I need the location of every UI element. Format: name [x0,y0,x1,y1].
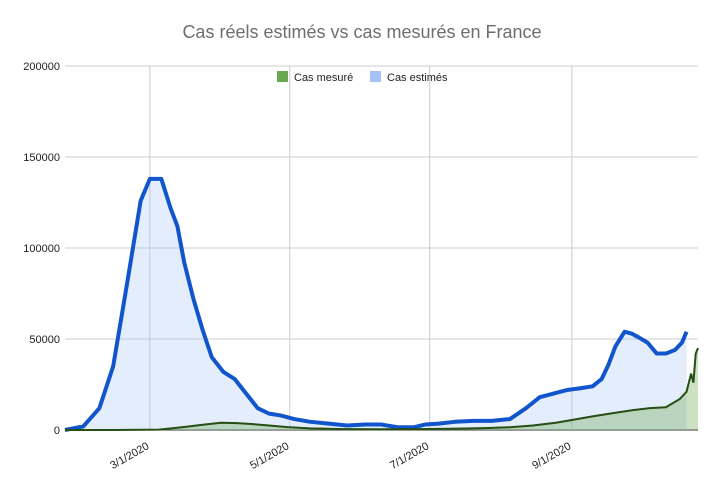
series-area-cas-mesure [65,348,698,430]
gridlines [65,65,698,431]
chart-title: Cas réels estimés vs cas mesurés en Fran… [182,22,541,42]
legend-swatch [277,71,288,82]
y-tick-label: 50000 [29,334,60,346]
x-tick-label: 9/1/2020 [530,440,573,472]
y-tick-label: 0 [54,425,60,437]
trend-line [64,176,689,432]
y-tick-label: 200000 [23,61,60,73]
legend-swatch [370,71,381,82]
x-axis-ticks: 3/1/2020 5/1/2020 7/1/2020 9/1/2020 [108,440,573,472]
y-tick-label: 100000 [23,243,60,255]
series-lines [64,176,699,432]
legend-label: Cas mesuré [294,72,353,84]
series-area-cas-estimes [65,178,687,430]
series-areas [65,178,698,430]
legend-label: Cas estimés [387,72,448,84]
legend: Cas mesuré Cas estimés [277,71,448,84]
y-tick-label: 150000 [23,152,60,164]
x-tick-label: 7/1/2020 [388,440,431,472]
x-tick-label: 3/1/2020 [108,440,151,472]
y-axis-ticks: 0 50000 100000 150000 200000 [23,61,60,437]
trend-line-cas-mesure [65,347,699,431]
x-tick-label: 5/1/2020 [248,440,291,472]
